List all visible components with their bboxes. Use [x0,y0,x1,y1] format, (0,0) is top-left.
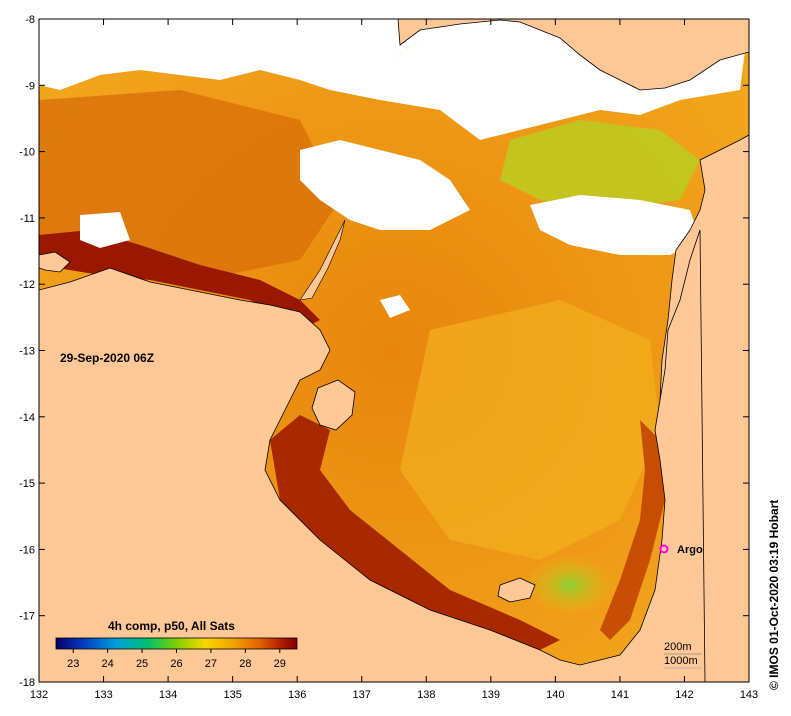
map-plot-area [39,19,749,682]
y-tick-label: -18 [19,677,35,689]
x-tick-label: 141 [611,689,629,701]
contour-label-1000m: 1000m [664,655,698,667]
contour-legend: 200m 1000m [664,641,702,669]
land-wessel-islands [299,219,346,301]
nodata-cloud-center [300,140,470,230]
x-tick-label: 139 [482,689,500,701]
land-groote-eylandt [311,379,356,431]
land-new-guinea [397,19,749,91]
y-tick-label: -9 [25,80,35,92]
colorbar-title: 4h comp, p50, All Sats [108,619,235,633]
y-tick-label: -15 [19,478,35,490]
y-tick-label: -8 [25,14,35,26]
sst-cool-patch-north [500,120,700,210]
sst-hot-coast-west [270,415,560,650]
argo-label: Argo [677,544,703,556]
sst-cool-patch-south [525,555,615,615]
nodata-cloud-northeast-gulf [530,195,700,255]
x-tick-label: 143 [740,689,758,701]
land-mornington-island [497,577,536,603]
argo-marker: Argo [659,544,703,556]
date-label: 29-Sep-2020 06Z [60,351,154,365]
colorbar-tick-label: 25 [136,658,148,670]
x-tick-label: 133 [94,689,112,701]
land-tiwi-islands [39,251,71,273]
x-tick-label: 136 [288,689,306,701]
contour-label-200m: 200m [664,641,692,653]
x-tick-label: 142 [675,689,693,701]
x-tick-label: 140 [546,689,564,701]
y-tick-label: -11 [20,213,35,225]
argo-marker-icon [659,544,669,554]
colorbar-tick-label: 24 [102,658,114,670]
x-tick-label: 137 [353,689,371,701]
sst-mild-gulf [400,300,660,560]
sst-hot-coast-east [600,420,665,640]
y-tick-label: -10 [19,147,35,159]
y-tick-label: -17 [19,611,35,623]
x-tick-label: 135 [223,689,241,701]
y-tick-label: -12 [19,279,35,291]
sst-hot-coast-arnhem [39,230,320,330]
nodata-cloud-small [380,295,410,318]
x-axis: 132 133 134 135 136 137 138 139 140 141 142 143 [30,19,758,701]
y-tick-label: -13 [19,346,35,358]
colorbar: 4h comp, p50, All Sats 23 24 25 26 27 28 29 [55,619,298,670]
land-northern-territory [39,229,706,682]
x-tick-label: 132 [30,689,48,701]
credit-label: © IMOS 01-Oct-2020 03:19 Hobart [767,500,781,690]
x-tick-label: 134 [159,689,177,701]
y-tick-label: -14 [19,412,35,424]
nodata-cloud-north [39,19,420,90]
colorbar-tick-label: 27 [205,658,217,670]
colorbar-tick-label: 26 [170,658,182,670]
colorbar-tick-label: 28 [239,658,251,670]
colorbar-tick-label: 23 [67,658,79,670]
y-tick-label: -16 [19,544,35,556]
x-tick-label: 138 [417,689,435,701]
colorbar-tick-label: 29 [274,658,286,670]
nodata-cloud-west-edge [80,212,130,248]
colorbar-scale [55,637,298,650]
y-axis: -8 -9 -10 -11 -12 -13 -14 -15 -16 -17 -18 [19,14,749,689]
colorbar-labels: 23 24 25 26 27 28 29 [67,649,286,670]
